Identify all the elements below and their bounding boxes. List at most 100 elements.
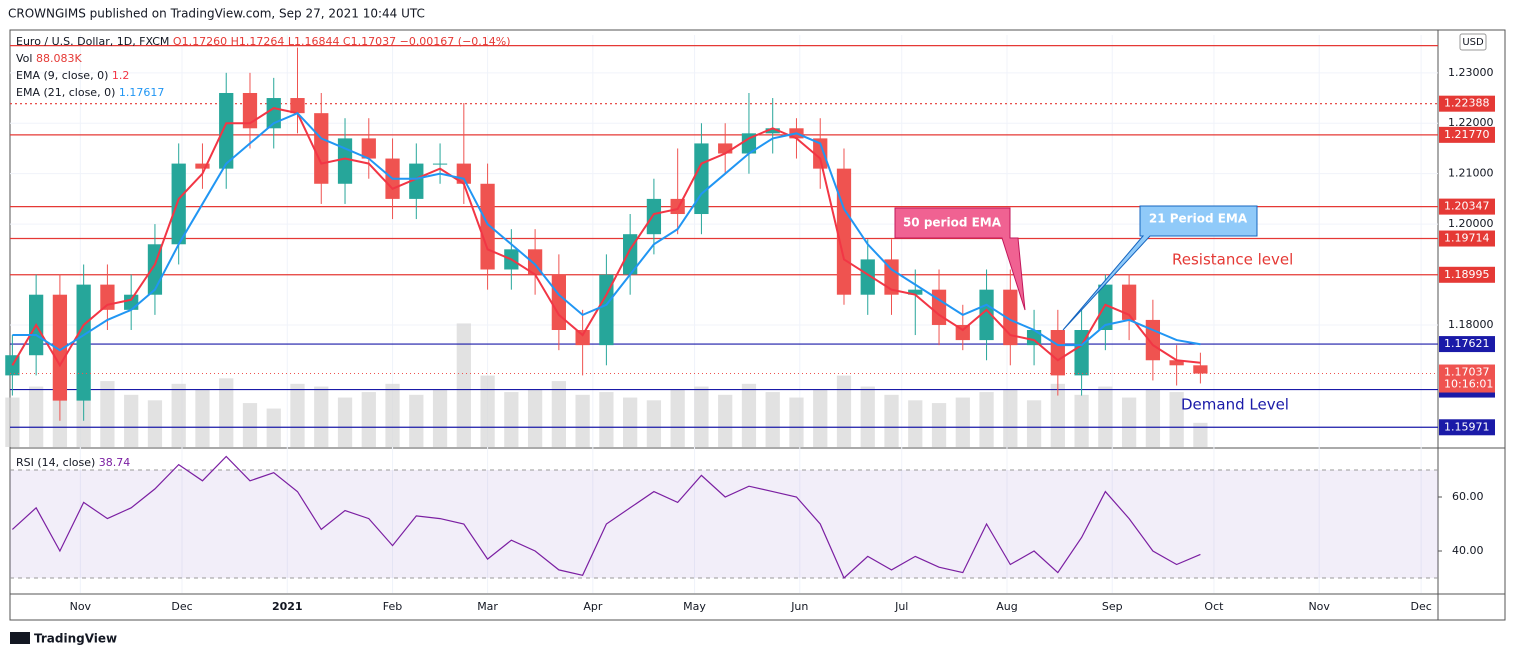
ema-line xyxy=(11,107,1201,368)
x-tick-label: Mar xyxy=(477,600,498,613)
volume-bar xyxy=(1169,392,1184,447)
publisher: CROWNGIMS published on TradingView.com, … xyxy=(8,7,425,21)
rsi-line xyxy=(11,455,1201,579)
volume-bar xyxy=(432,389,448,447)
volume-bar xyxy=(551,381,566,447)
legend-text: EMA (9, close, 0) 1.2 xyxy=(16,69,129,82)
volume-bar xyxy=(1098,386,1113,447)
candle-body xyxy=(195,163,210,169)
x-tick-label: Oct xyxy=(1204,600,1224,613)
candle-body xyxy=(52,294,68,401)
candle-body xyxy=(171,163,186,245)
candle-body xyxy=(979,289,994,341)
level-label-box xyxy=(1439,230,1495,247)
candle-body xyxy=(219,92,234,169)
volume-bar xyxy=(1074,394,1089,447)
level-label: 1.22388 xyxy=(1444,97,1490,110)
candle-body xyxy=(1169,360,1184,366)
y-tick-label: 1.23000 xyxy=(1448,66,1494,79)
countdown: 10:16:01 xyxy=(1444,378,1493,391)
candle-body xyxy=(124,294,139,310)
x-tick-label: Jul xyxy=(894,600,908,613)
volume-bar xyxy=(599,392,614,447)
legend-text: RSI (14, close) 38.74 xyxy=(16,456,130,469)
rsi-tick-label: 40.00 xyxy=(1452,544,1484,557)
x-tick-label: Jun xyxy=(790,600,808,613)
volume-bar xyxy=(1121,397,1137,447)
y-tick-label: 1.20000 xyxy=(1448,217,1494,230)
candle-body xyxy=(1050,330,1065,376)
volume-bar xyxy=(147,400,163,447)
currency-box xyxy=(1459,33,1487,51)
x-tick-label: Feb xyxy=(383,600,402,613)
candle-body xyxy=(813,138,828,169)
legend-part: 1.2 xyxy=(112,69,130,82)
rsi-band xyxy=(10,470,1438,578)
volume-bar xyxy=(124,394,139,447)
x-tick-label: Apr xyxy=(583,600,603,613)
legend-text: Euro / U.S. Dollar, 1D, FXCM O1.17260 H1… xyxy=(16,35,511,48)
candle-body xyxy=(931,289,947,325)
level-label-box xyxy=(1439,419,1495,436)
x-tick-label: May xyxy=(683,600,706,613)
level-label: 1.15971 xyxy=(1444,420,1490,433)
x-tick-label: Dec xyxy=(171,600,192,613)
volume-bar xyxy=(741,383,757,447)
legend-part: RSI (14, close) xyxy=(16,456,95,469)
level-label-box xyxy=(1439,198,1495,215)
volume-bar xyxy=(5,397,20,447)
volume-bar xyxy=(1003,389,1018,447)
legend-part: 1.17617 xyxy=(119,86,165,99)
volume-bar xyxy=(718,394,733,447)
candle-body xyxy=(480,183,495,270)
last-price: 1.17037 xyxy=(1444,366,1490,379)
candle-body xyxy=(361,138,376,159)
volume-bar xyxy=(931,403,947,447)
candle-body xyxy=(575,330,590,346)
candle-body xyxy=(1145,319,1161,361)
volume-bar xyxy=(694,386,709,447)
volume-bar xyxy=(789,397,804,447)
legend-text: Vol 88.083K xyxy=(16,52,82,65)
volume-bar xyxy=(884,394,899,447)
volume-bar xyxy=(1050,383,1065,447)
volume-bar xyxy=(908,400,923,447)
logo xyxy=(10,632,30,644)
volume-bar xyxy=(813,389,828,447)
x-tick-label: Nov xyxy=(70,600,92,613)
volume-bar xyxy=(1145,389,1161,447)
x-tick-label: 2021 xyxy=(272,600,303,613)
y-tick-label: 1.18000 xyxy=(1448,318,1494,331)
volume-bar xyxy=(195,389,210,447)
level-label-box xyxy=(1439,95,1495,112)
candle-body xyxy=(741,133,757,154)
volume-bar xyxy=(1193,422,1208,447)
candle-body xyxy=(76,284,91,401)
candle-body xyxy=(409,163,424,199)
y-tick-label: 1.22000 xyxy=(1448,116,1494,129)
volume-bar xyxy=(765,392,780,447)
volume-bar xyxy=(670,389,685,447)
last-price-box xyxy=(1439,364,1495,393)
candle-body xyxy=(908,289,923,295)
volume-bar xyxy=(1026,400,1042,447)
candle-body xyxy=(1193,365,1208,374)
candle-body xyxy=(1121,284,1137,320)
level-label: 1.18995 xyxy=(1444,268,1490,281)
candle-body xyxy=(860,259,875,295)
legend-part: 88.083K xyxy=(36,52,82,65)
volume-bar xyxy=(242,403,258,447)
legend-part: 38.74 xyxy=(99,456,131,469)
volume-bar xyxy=(385,383,400,447)
x-tick-label: Sep xyxy=(1102,600,1123,613)
callout-21 xyxy=(1062,205,1258,331)
y-tick-label: 1.21000 xyxy=(1448,167,1494,180)
volume-bar xyxy=(480,375,495,447)
level-label-box xyxy=(1439,126,1495,143)
currency: USD xyxy=(1462,37,1484,48)
candle-body xyxy=(646,198,662,235)
x-tick-label: Nov xyxy=(1308,600,1330,613)
candle-body xyxy=(1098,284,1113,331)
candle-body xyxy=(290,98,305,114)
annotation: 50 period EMA xyxy=(903,216,1002,230)
